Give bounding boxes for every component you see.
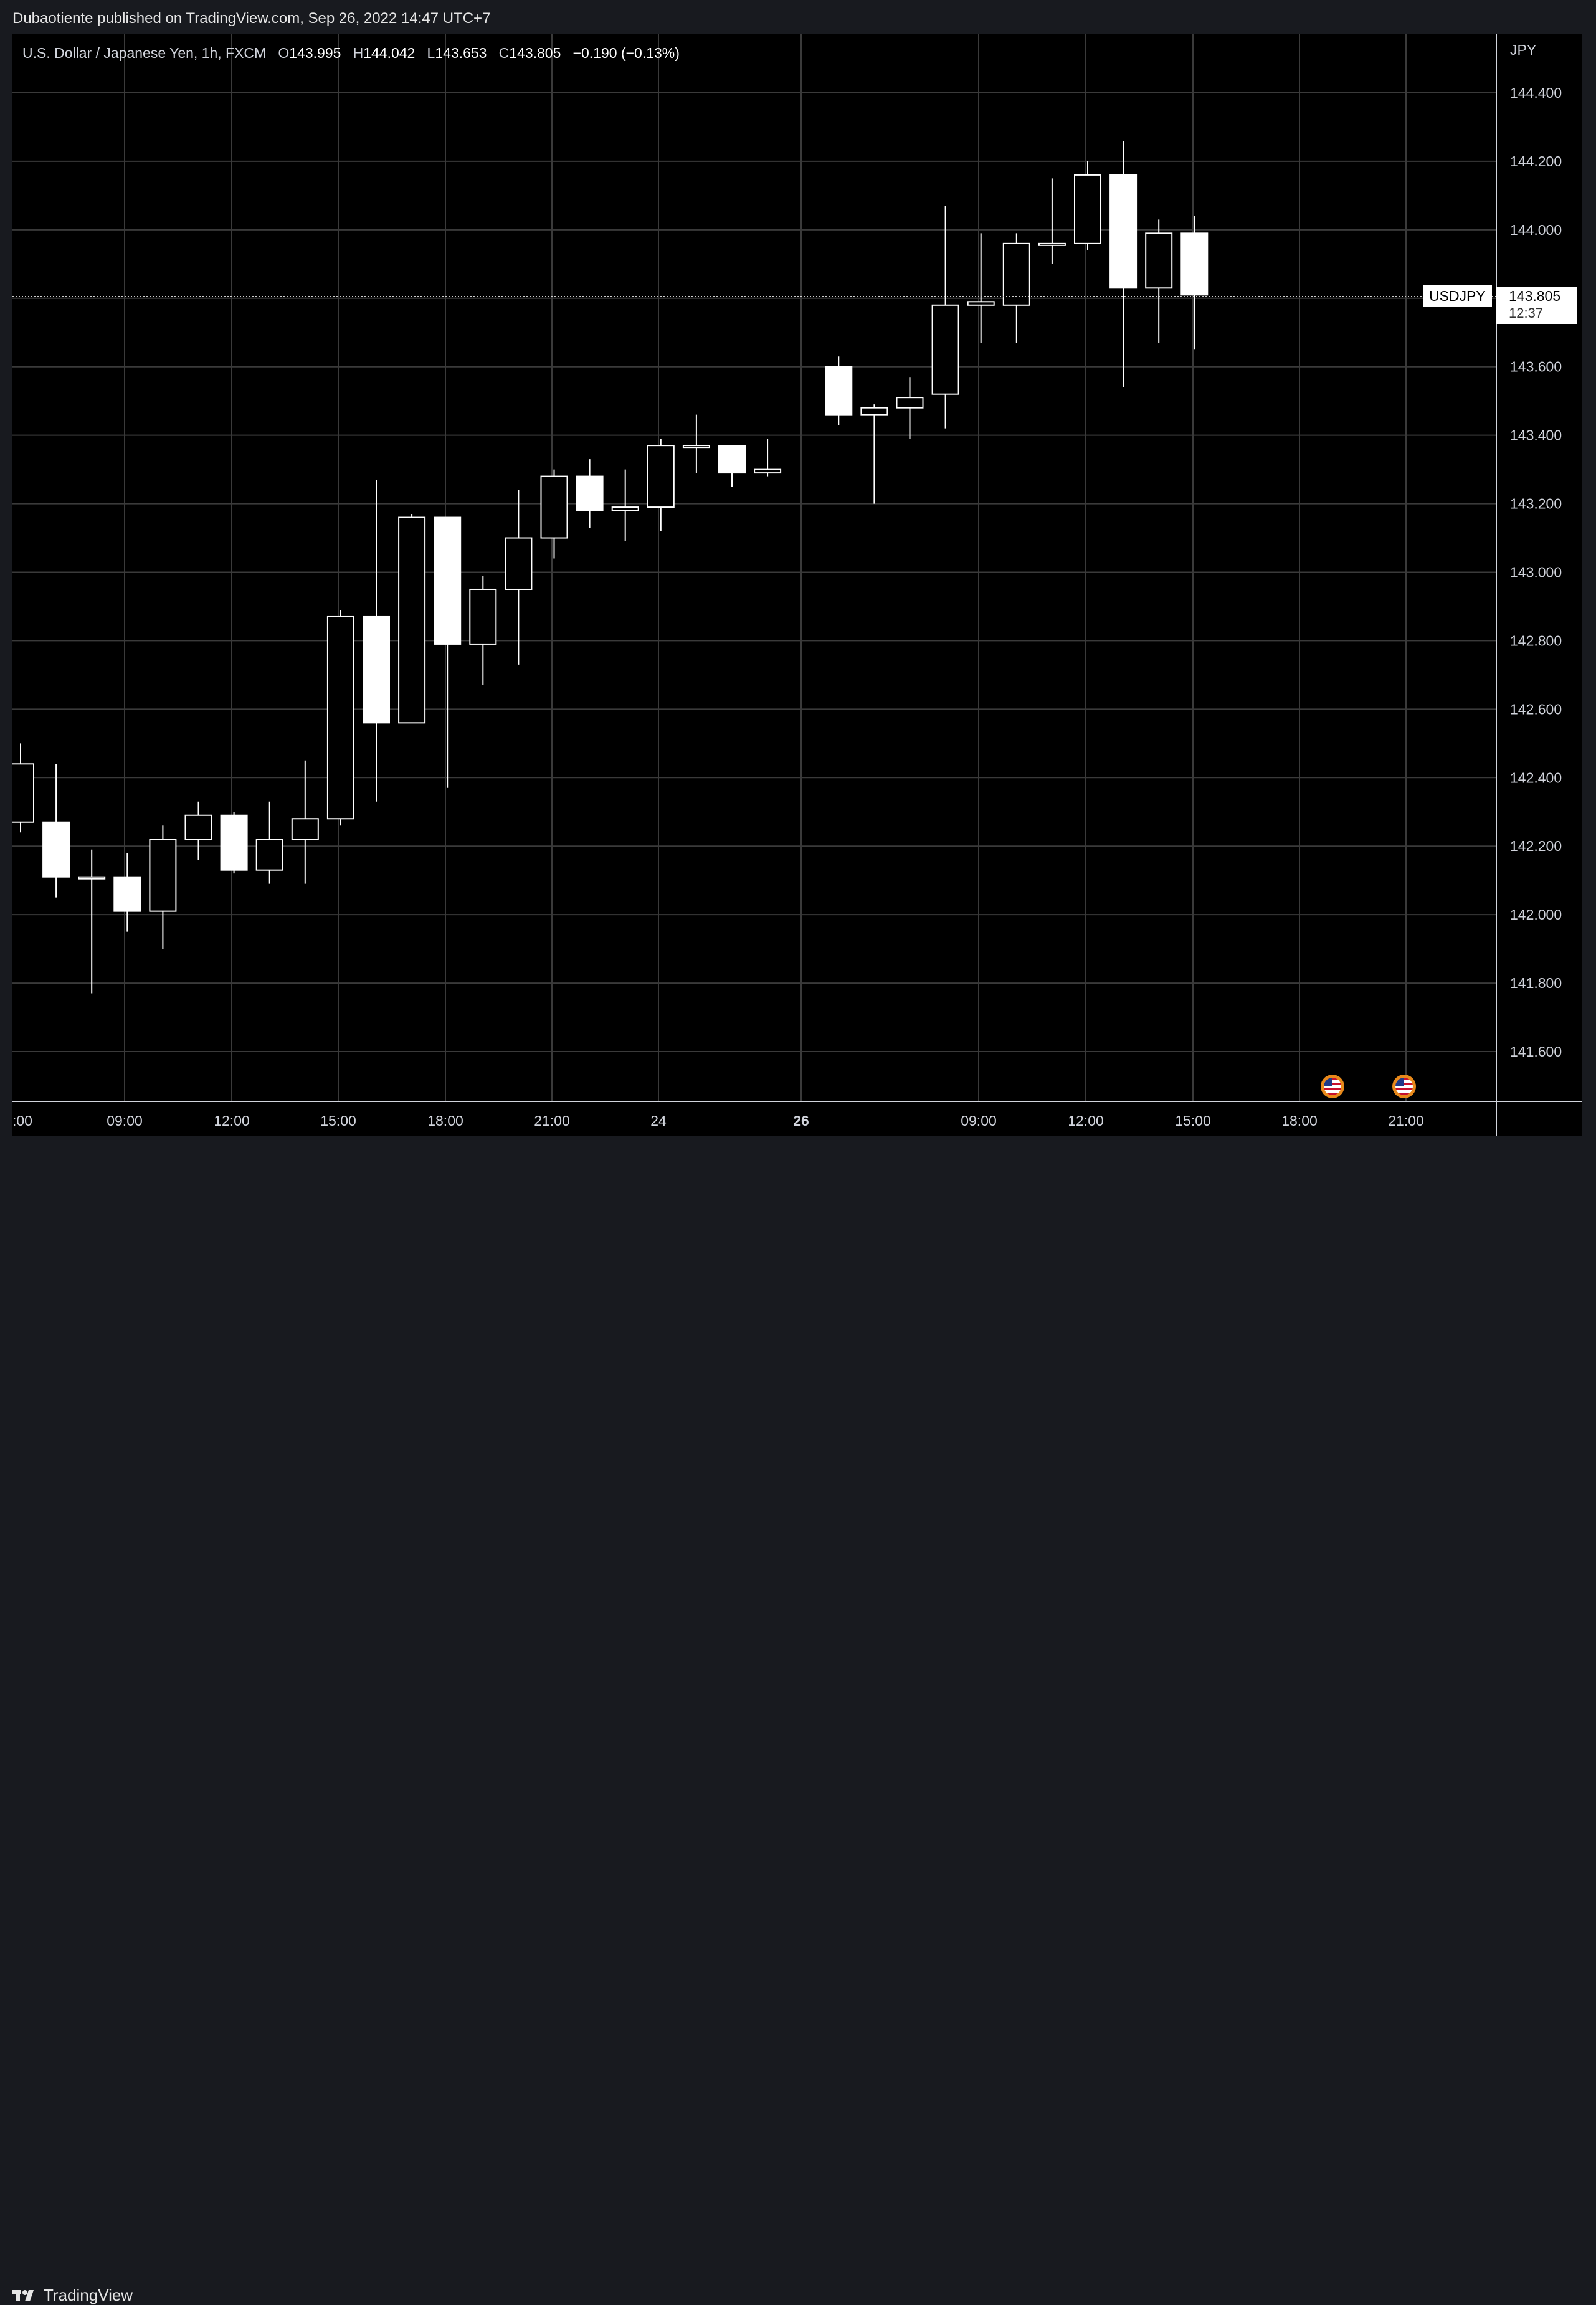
- candle-body: [1002, 242, 1030, 306]
- price-tick-label: 142.000: [1510, 906, 1562, 923]
- time-tick-label: 21:00: [534, 1113, 570, 1129]
- symbol-legend: U.S. Dollar / Japanese Yen, 1h, FXCM O14…: [22, 45, 680, 62]
- us-flag-icon[interactable]: [1321, 1075, 1344, 1098]
- last-price-label: 143.805 12:37: [1496, 287, 1577, 324]
- candle-body: [220, 814, 248, 871]
- time-tick-label: 15:00: [1175, 1113, 1211, 1129]
- tradingview-brand-text: TradingView: [44, 2286, 133, 2304]
- close-value: 143.805: [509, 45, 561, 61]
- close-label: C: [498, 45, 510, 61]
- price-tick-label: 144.000: [1510, 222, 1562, 238]
- last-price-value: 143.805: [1509, 288, 1561, 304]
- low-label: L: [427, 45, 435, 61]
- price-tick-label: 144.200: [1510, 153, 1562, 169]
- high-label: H: [353, 45, 364, 61]
- time-tick-label: 24: [650, 1113, 667, 1129]
- price-tick-label: 141.600: [1510, 1043, 1562, 1060]
- price-tick-label: 143.200: [1510, 496, 1562, 512]
- price-tick-label: 141.800: [1510, 975, 1562, 991]
- candle-body: [1109, 174, 1138, 289]
- candle-body: [1145, 232, 1173, 289]
- candle-body: [860, 407, 888, 416]
- bar-countdown: 12:37: [1509, 305, 1544, 321]
- currency-label: JPY: [1510, 42, 1536, 58]
- time-tick-label: 12:00: [214, 1113, 250, 1129]
- candle-body: [78, 876, 106, 880]
- candle-body: [718, 445, 746, 474]
- candle-body: [1074, 174, 1101, 244]
- candle-body: [825, 366, 853, 416]
- candle-body: [931, 304, 959, 395]
- candle-body: [363, 615, 390, 724]
- candle-body: [149, 839, 177, 912]
- footer-bar: TradingView: [0, 1136, 1596, 2304]
- price-tick-label: 142.600: [1510, 701, 1562, 717]
- candle-body: [113, 876, 141, 912]
- time-tick-label: 18:00: [427, 1113, 463, 1129]
- candle-body: [42, 821, 70, 878]
- low-value: 143.653: [435, 45, 487, 61]
- candle-body: [255, 839, 283, 871]
- candle-body: [326, 615, 354, 820]
- symbol-name: U.S. Dollar / Japanese Yen, 1h, FXCM: [22, 45, 267, 61]
- time-tick-label: 15:00: [320, 1113, 356, 1129]
- publish-header: Dubaotiente published on TradingView.com…: [0, 0, 1596, 35]
- time-tick-label: 26: [793, 1113, 809, 1129]
- price-tick-label: 142.800: [1510, 632, 1562, 649]
- candle-body: [754, 468, 782, 474]
- publish-text: Dubaotiente published on TradingView.com…: [12, 10, 491, 27]
- candle-body: [12, 763, 34, 823]
- candle-body: [184, 814, 212, 840]
- candlestick-chart[interactable]: 144.400144.200144.000143.800143.600143.4…: [12, 34, 1582, 1136]
- tradingview-logo-icon: [12, 2289, 34, 2301]
- time-tick-label: 09:00: [107, 1113, 143, 1129]
- tradingview-logo[interactable]: TradingView: [12, 2286, 133, 2305]
- candle-body: [1038, 242, 1066, 246]
- price-tick-label: 143.000: [1510, 564, 1562, 581]
- candle-body: [434, 516, 462, 645]
- time-tick-label: 12:00: [1068, 1113, 1104, 1129]
- candle-body: [647, 445, 675, 508]
- time-tick-label: 18:00: [1281, 1113, 1318, 1129]
- price-tick-label: 142.400: [1510, 769, 1562, 786]
- candle-body: [967, 301, 995, 306]
- candle-body: [576, 475, 604, 511]
- candle-body: [682, 445, 710, 449]
- time-tick-label: 21:00: [1388, 1113, 1424, 1129]
- change-value: −0.190 (−0.13%): [572, 45, 680, 61]
- price-tick-label: 144.400: [1510, 85, 1562, 101]
- price-tick-label: 142.200: [1510, 838, 1562, 854]
- open-label: O: [278, 45, 290, 61]
- chart-background: [12, 34, 1582, 1136]
- candle-body: [469, 588, 497, 645]
- candle-body: [1180, 232, 1209, 296]
- candle-body: [505, 537, 533, 590]
- candle-body: [398, 516, 426, 724]
- open-value: 143.995: [289, 45, 341, 61]
- candle-body: [611, 506, 639, 511]
- candle-body: [540, 475, 568, 539]
- candle-body: [291, 818, 319, 840]
- us-flag-icon[interactable]: [1392, 1075, 1416, 1098]
- time-tick-label: :00: [12, 1113, 32, 1129]
- candle-body: [896, 397, 924, 409]
- chart-area[interactable]: 144.400144.200144.000143.800143.600143.4…: [12, 34, 1582, 1136]
- price-tick-label: 143.400: [1510, 427, 1562, 444]
- high-value: 144.042: [363, 45, 416, 61]
- time-tick-label: 09:00: [961, 1113, 997, 1129]
- price-tick-label: 143.600: [1510, 359, 1562, 375]
- symbol-price-tag: USDJPY: [1423, 285, 1492, 307]
